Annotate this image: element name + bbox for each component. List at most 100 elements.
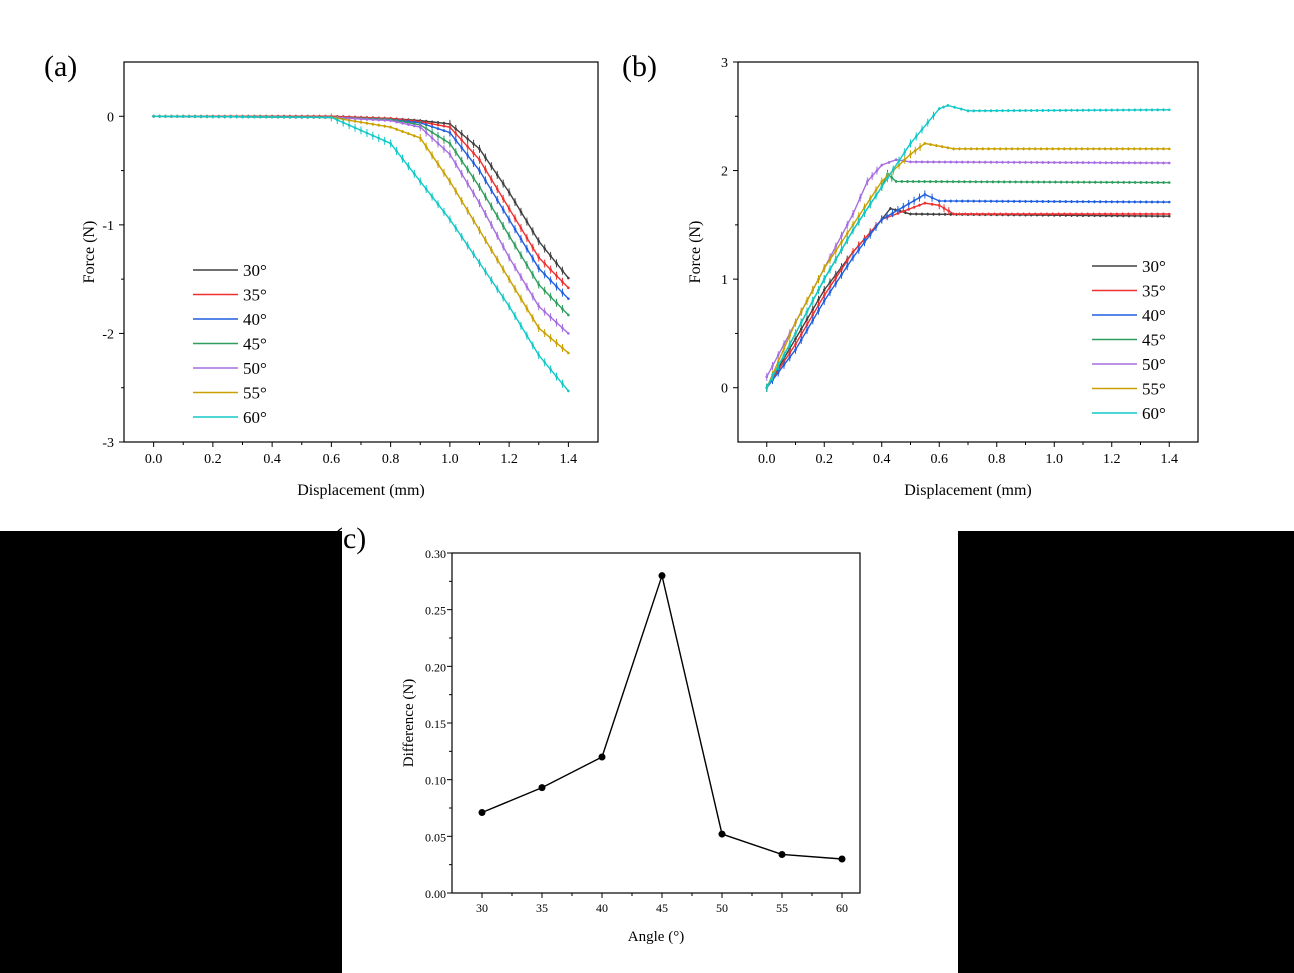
series-line [766,172,1170,389]
data-point [874,188,878,192]
data-point [1156,200,1160,204]
data-point [472,192,475,195]
series-40deg [152,114,570,300]
data-point [983,160,987,164]
data-point [1150,200,1154,204]
data-point [472,176,475,180]
data-point [413,134,416,138]
data-point [1087,161,1091,164]
data-point [863,206,866,209]
data-point [1150,181,1154,184]
data-point [1004,147,1008,151]
data-point [794,342,797,346]
panel-label: (b) [622,50,657,83]
data-point [1041,109,1045,112]
data-point [543,331,546,335]
data-point [460,172,464,176]
data-point [561,280,564,284]
data-point [490,188,493,192]
data-point [851,223,855,227]
data-point [1150,212,1154,216]
data-point [1014,180,1017,184]
data-point [460,132,464,136]
data-point [537,283,541,286]
data-point [495,173,499,177]
data-point [1052,200,1056,203]
data-point [1093,200,1096,204]
data-point [1058,109,1062,112]
x-tick-label: 0.8 [382,452,400,467]
data-point [466,168,469,171]
data-point [840,234,843,238]
data-point [454,132,458,135]
data-point [187,115,191,118]
data-point [845,264,849,268]
legend-label: 55° [243,384,267,403]
data-point [1041,200,1045,203]
data-point [1051,212,1054,216]
data-point [454,226,458,230]
data-point [513,244,517,247]
data-point [1099,180,1103,184]
data-point [436,123,440,127]
data-point [389,142,392,145]
data-point [1098,161,1102,164]
data-point [1139,200,1142,204]
data-point [537,266,541,270]
y-tick-label: 0.25 [425,604,446,618]
data-point [1088,180,1091,184]
data-point [389,125,392,129]
data-point [377,123,381,127]
data-point [917,180,921,183]
legend-label: 30° [1142,257,1166,276]
data-point [1162,181,1165,184]
data-point [567,297,570,300]
data-point [501,296,505,299]
data-point [460,159,464,163]
data-point [840,240,843,244]
data-point [1144,147,1148,151]
data-point [794,337,797,341]
data-point [880,180,884,183]
data-point [377,136,381,140]
data-point [1167,181,1171,184]
x-tick-label: 0.4 [873,452,891,467]
data-point [928,180,932,183]
data-point [258,115,262,119]
y-tick-label: 0 [721,382,728,397]
data-point [241,115,244,119]
data-point [952,212,955,216]
data-point [1104,200,1108,204]
data-point [909,160,912,164]
data-point [788,356,792,359]
data-point [1045,147,1049,151]
data-point [537,304,541,308]
data-point [389,119,392,122]
data-point [794,348,797,352]
data-point [1109,212,1113,216]
data-point [1001,109,1004,112]
data-point [937,160,941,164]
data-point [782,353,786,357]
data-point [1162,200,1165,204]
data-point [1070,161,1073,164]
x-tick-label: 55 [776,901,788,915]
data-point [978,109,981,113]
data-point [466,209,469,213]
data-point [211,115,215,118]
data-point [1156,147,1159,151]
data-point [543,262,546,265]
data-point [805,328,809,332]
data-point [1051,147,1054,151]
data-point [424,187,428,191]
data-point [1045,212,1049,216]
data-point [794,332,797,335]
data-point [306,115,309,119]
data-point [1093,180,1097,184]
data-point [501,208,505,211]
data-point [929,143,932,146]
data-point [442,147,446,151]
data-point [413,122,416,126]
data-point [1167,108,1171,112]
data-point [318,115,321,119]
